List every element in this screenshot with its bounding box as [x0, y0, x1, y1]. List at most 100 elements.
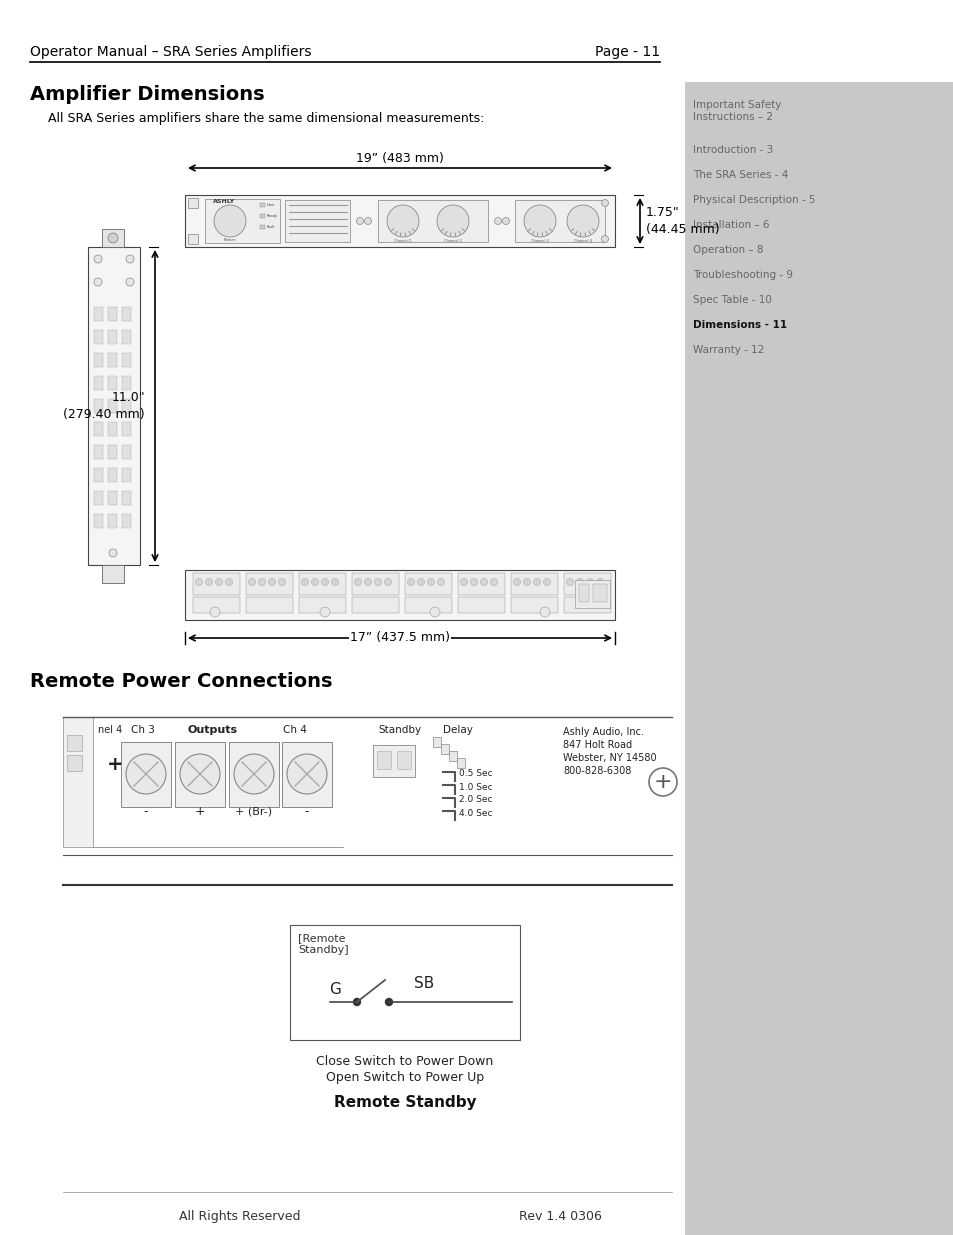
- Circle shape: [384, 578, 391, 585]
- Text: The SRA Series - 4: The SRA Series - 4: [692, 170, 787, 180]
- Bar: [246, 597, 293, 613]
- Bar: [174, 742, 225, 806]
- Text: 19” (483 mm): 19” (483 mm): [355, 152, 443, 165]
- Bar: [578, 584, 588, 601]
- Bar: [405, 597, 452, 613]
- Circle shape: [180, 755, 220, 794]
- Bar: [94, 468, 103, 482]
- Bar: [457, 597, 504, 613]
- Text: Ch 3: Ch 3: [131, 725, 154, 735]
- Bar: [122, 375, 131, 390]
- Bar: [352, 597, 398, 613]
- Bar: [108, 308, 117, 321]
- Circle shape: [494, 217, 501, 225]
- Circle shape: [586, 578, 593, 585]
- Circle shape: [225, 578, 233, 585]
- Text: [Remote
Standby]: [Remote Standby]: [297, 932, 348, 956]
- Circle shape: [354, 999, 360, 1005]
- Text: Standby: Standby: [377, 725, 420, 735]
- Text: Dimensions - 11: Dimensions - 11: [692, 320, 786, 330]
- Circle shape: [417, 578, 424, 585]
- Text: nel 4: nel 4: [98, 725, 122, 735]
- Text: 800-828-6308: 800-828-6308: [562, 766, 631, 776]
- Circle shape: [533, 578, 540, 585]
- Bar: [373, 745, 415, 777]
- Circle shape: [126, 755, 166, 794]
- Bar: [188, 198, 198, 207]
- Circle shape: [566, 205, 598, 237]
- Circle shape: [248, 578, 255, 585]
- Bar: [108, 422, 117, 436]
- Bar: [122, 399, 131, 412]
- Text: Channel 1: Channel 1: [394, 240, 412, 243]
- Circle shape: [513, 578, 520, 585]
- Bar: [260, 214, 265, 219]
- Text: Ready: Ready: [267, 214, 277, 219]
- Text: Remote Standby: Remote Standby: [334, 1095, 476, 1110]
- Bar: [563, 597, 610, 613]
- Circle shape: [233, 755, 274, 794]
- Bar: [229, 742, 278, 806]
- Text: All SRA Series amplifiers share the same dimensional measurements:: All SRA Series amplifiers share the same…: [48, 112, 484, 125]
- Text: -: -: [144, 805, 148, 818]
- Text: +: +: [107, 756, 123, 774]
- Circle shape: [460, 578, 467, 585]
- Circle shape: [312, 578, 318, 585]
- Bar: [433, 737, 440, 747]
- Bar: [440, 743, 449, 755]
- Circle shape: [210, 606, 220, 618]
- Circle shape: [321, 578, 328, 585]
- Circle shape: [523, 205, 556, 237]
- Circle shape: [387, 205, 418, 237]
- Text: Channel 4: Channel 4: [574, 240, 591, 243]
- Bar: [108, 330, 117, 345]
- Text: +: +: [194, 805, 205, 818]
- Bar: [456, 758, 464, 768]
- Bar: [563, 573, 610, 595]
- Text: Close Switch to Power Down: Close Switch to Power Down: [316, 1055, 493, 1068]
- Text: Channel 3: Channel 3: [531, 240, 548, 243]
- Bar: [260, 203, 265, 207]
- Bar: [185, 571, 615, 620]
- Bar: [108, 353, 117, 367]
- Bar: [246, 573, 293, 595]
- Circle shape: [523, 578, 530, 585]
- Circle shape: [109, 550, 117, 557]
- Text: +: +: [653, 772, 672, 792]
- Bar: [67, 735, 82, 751]
- Circle shape: [407, 578, 414, 585]
- Bar: [94, 375, 103, 390]
- Circle shape: [601, 236, 608, 242]
- Text: Delay: Delay: [442, 725, 473, 735]
- Circle shape: [94, 278, 102, 287]
- Bar: [94, 308, 103, 321]
- Bar: [108, 399, 117, 412]
- Circle shape: [364, 217, 371, 225]
- Bar: [298, 597, 346, 613]
- Circle shape: [268, 578, 275, 585]
- Text: Amplifier Dimensions: Amplifier Dimensions: [30, 85, 264, 104]
- Bar: [575, 580, 609, 608]
- Bar: [108, 514, 117, 529]
- Bar: [511, 573, 558, 595]
- Circle shape: [278, 578, 285, 585]
- Text: Operator Manual – SRA Series Amplifiers: Operator Manual – SRA Series Amplifiers: [30, 44, 312, 59]
- Bar: [122, 468, 131, 482]
- Text: Spec Table - 10: Spec Table - 10: [692, 295, 771, 305]
- Bar: [193, 573, 240, 595]
- Circle shape: [385, 999, 392, 1005]
- Bar: [405, 573, 452, 595]
- Circle shape: [480, 578, 487, 585]
- Text: SB: SB: [414, 977, 434, 992]
- Circle shape: [502, 217, 509, 225]
- Text: 2.0 Sec: 2.0 Sec: [458, 795, 492, 804]
- Bar: [122, 514, 131, 529]
- Text: 4.0 Sec: 4.0 Sec: [458, 809, 492, 818]
- Bar: [515, 200, 604, 242]
- Bar: [185, 195, 615, 247]
- Circle shape: [576, 578, 583, 585]
- Bar: [352, 573, 398, 595]
- Text: Operation – 8: Operation – 8: [692, 245, 762, 254]
- Bar: [67, 755, 82, 771]
- Circle shape: [215, 578, 222, 585]
